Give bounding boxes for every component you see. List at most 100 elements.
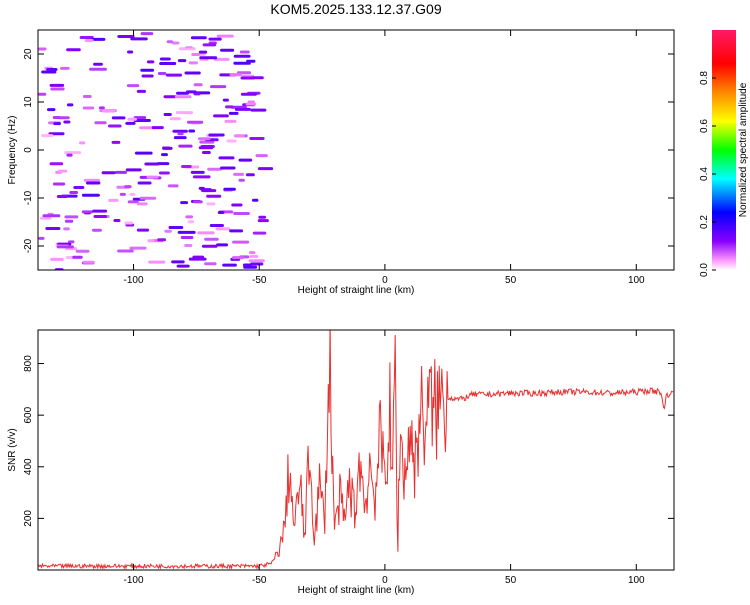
spectrogram-noise-cell (190, 36, 207, 40)
spectrogram-noise-cell (157, 71, 167, 75)
spectrogram-noise-cell (82, 94, 92, 98)
spectrogram-noise-cell (136, 228, 150, 232)
spectrogram-noise-cell (69, 190, 79, 194)
spectrogram-x-tick-label: 50 (505, 275, 517, 286)
spectrogram-noise-cell (250, 262, 264, 266)
snr-x-tick-label: -100 (124, 575, 144, 586)
snr-y-tick-label: 400 (23, 458, 34, 475)
spectrogram-noise-cell (42, 214, 61, 218)
spectrogram-noise-cell (188, 257, 207, 261)
spectrogram-noise-cell (58, 116, 70, 120)
spectrogram-noise-cell (207, 167, 222, 171)
spectrogram-noise-cell (255, 154, 268, 158)
spectrogram-noise-cell (258, 215, 267, 219)
spectrogram-noise-cell (199, 140, 215, 144)
spectrogram-noise-cell (127, 117, 137, 121)
spectrogram-noise-cell (248, 251, 256, 255)
spectrogram-noise-cell (228, 111, 239, 115)
spectrogram-y-tick-label: -20 (23, 238, 34, 253)
spectrogram-noise-cell (238, 158, 253, 162)
spectrogram-noise-cell (156, 162, 170, 166)
spectrogram-noise-cell (129, 246, 147, 250)
spectrogram-noise-cell (64, 151, 82, 155)
snr-plot: -100 -50 0 50 100 200 400 600 800 Height of stra… (7, 329, 675, 596)
spectrogram-x-label: Height of straight line (km) (298, 285, 415, 296)
spectrogram-noise-cell (49, 83, 65, 87)
spectrogram-y-tick-label: -10 (23, 190, 34, 205)
spectrogram-noise-cell (66, 153, 73, 157)
spectrogram-noise-cell (233, 61, 251, 65)
spectrogram-noise-cell (233, 54, 251, 58)
spectrogram-noise-cell (178, 144, 193, 148)
spectrogram-noise-cell (216, 243, 229, 247)
spectrogram-noise-cell (39, 216, 52, 220)
spectrogram-noise-cell (232, 240, 250, 244)
spectrogram-noise-cell (184, 243, 193, 247)
spectrogram-noise-cell (178, 47, 196, 51)
spectrogram-noise-cell (140, 68, 155, 72)
spectrogram-noise-cell (157, 238, 167, 242)
spectrogram-noise-cell (117, 34, 135, 38)
spectrogram-noise-cell (233, 172, 245, 176)
spectrogram-noise-cell (38, 236, 45, 240)
spectrogram-noise-cell (198, 146, 214, 150)
snr-x-tick-label: -50 (252, 575, 267, 586)
spectrogram-noise-cell (229, 229, 244, 233)
spectrogram-noise-cell (191, 53, 200, 57)
spectrogram-noise-cell (176, 91, 189, 95)
spectrogram-noise-cell (245, 102, 257, 106)
spectrogram-noise-cell (206, 194, 222, 198)
spectrogram-noise-cell (185, 90, 197, 94)
spectrogram-noise-cell (139, 196, 157, 200)
spectrogram-noise-cell (251, 198, 259, 202)
spectrogram-noise-cell (231, 203, 243, 207)
spectrogram-frame (37, 29, 675, 271)
spectrogram-noise-cell (63, 120, 71, 124)
spectrogram-noise-cell (180, 236, 194, 240)
spectrogram-noise-cell (78, 141, 86, 145)
figure-title: KOM5.2025.133.12.37.G09 (270, 1, 441, 17)
spectrogram-noise-cell (257, 219, 269, 223)
spectrogram-noise-cell (240, 76, 256, 80)
spectrogram-noise-cell (173, 136, 187, 140)
spectrogram-noise-cell (190, 170, 205, 174)
spectrogram-noise-cell (98, 106, 105, 110)
snr-x-label: Height of straight line (km) (298, 585, 415, 596)
spectrogram-noise-cell (146, 60, 155, 64)
spectrogram-noise-cell (238, 178, 245, 182)
spectrogram-noise-cell (246, 59, 256, 63)
snr-axes: -100 -50 0 50 100 200 400 600 800 (23, 330, 674, 586)
spectrogram-noise-cell (140, 32, 154, 36)
spectrogram-noise-cell (50, 257, 64, 261)
spectrogram-noise-cell (187, 220, 195, 224)
spectrogram-noise-cell (222, 263, 237, 267)
spectrogram-noise-cell (180, 201, 189, 205)
spectrogram-noise-cell (162, 146, 173, 150)
spectrogram-y-tick-label: 20 (23, 48, 34, 60)
spectrogram-noise-cell (234, 107, 251, 111)
spectrogram-noise-cell (46, 67, 58, 71)
spectrogram-noise-cell (49, 162, 64, 166)
spectrogram-noise-cell (216, 34, 234, 38)
spectrogram-noise-cell (204, 237, 219, 241)
spectrogram-noise-cell (125, 121, 136, 125)
spectrogram-noise-cell (206, 202, 216, 206)
spectrogram-noise-cell (220, 166, 236, 170)
spectrogram-x-tick-label: 0 (382, 275, 388, 286)
spectrogram-noise-cell (177, 230, 196, 234)
spectrogram-noise-cell (119, 192, 126, 196)
spectrogram-noise-cell (136, 202, 148, 206)
spectrogram-noise-cell (89, 67, 107, 71)
colorbar-tick-label: 0.4 (699, 167, 710, 181)
snr-x-tick-label: 100 (628, 575, 645, 586)
snr-x-tick-label: 50 (505, 575, 517, 586)
spectrogram-noise-cell (113, 218, 121, 222)
spectrogram-noise-cell (171, 260, 185, 264)
spectrogram-noise-cell (81, 210, 94, 214)
snr-y-tick-label: 200 (23, 510, 34, 527)
spectrogram-noise-cell (213, 57, 230, 61)
spectrogram-noise-cell (52, 182, 66, 186)
spectrogram-noise-cell (208, 133, 225, 137)
spectrogram-noise-cell (164, 229, 172, 233)
